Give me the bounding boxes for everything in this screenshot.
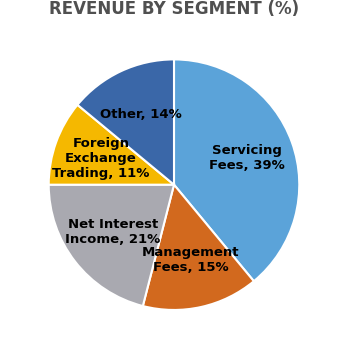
Title: REVENUE BY SEGMENT (%): REVENUE BY SEGMENT (%) [49, 0, 299, 18]
Text: Net Interest
Income, 21%: Net Interest Income, 21% [65, 218, 160, 246]
Wedge shape [49, 105, 174, 185]
Text: Foreign
Exchange
Trading, 11%: Foreign Exchange Trading, 11% [52, 137, 150, 180]
Wedge shape [49, 185, 174, 306]
Text: Other, 14%: Other, 14% [100, 108, 182, 121]
Text: Management
Fees, 15%: Management Fees, 15% [142, 247, 240, 275]
Wedge shape [143, 185, 254, 310]
Wedge shape [78, 60, 174, 185]
Text: Servicing
Fees, 39%: Servicing Fees, 39% [209, 144, 285, 172]
Wedge shape [174, 60, 299, 281]
